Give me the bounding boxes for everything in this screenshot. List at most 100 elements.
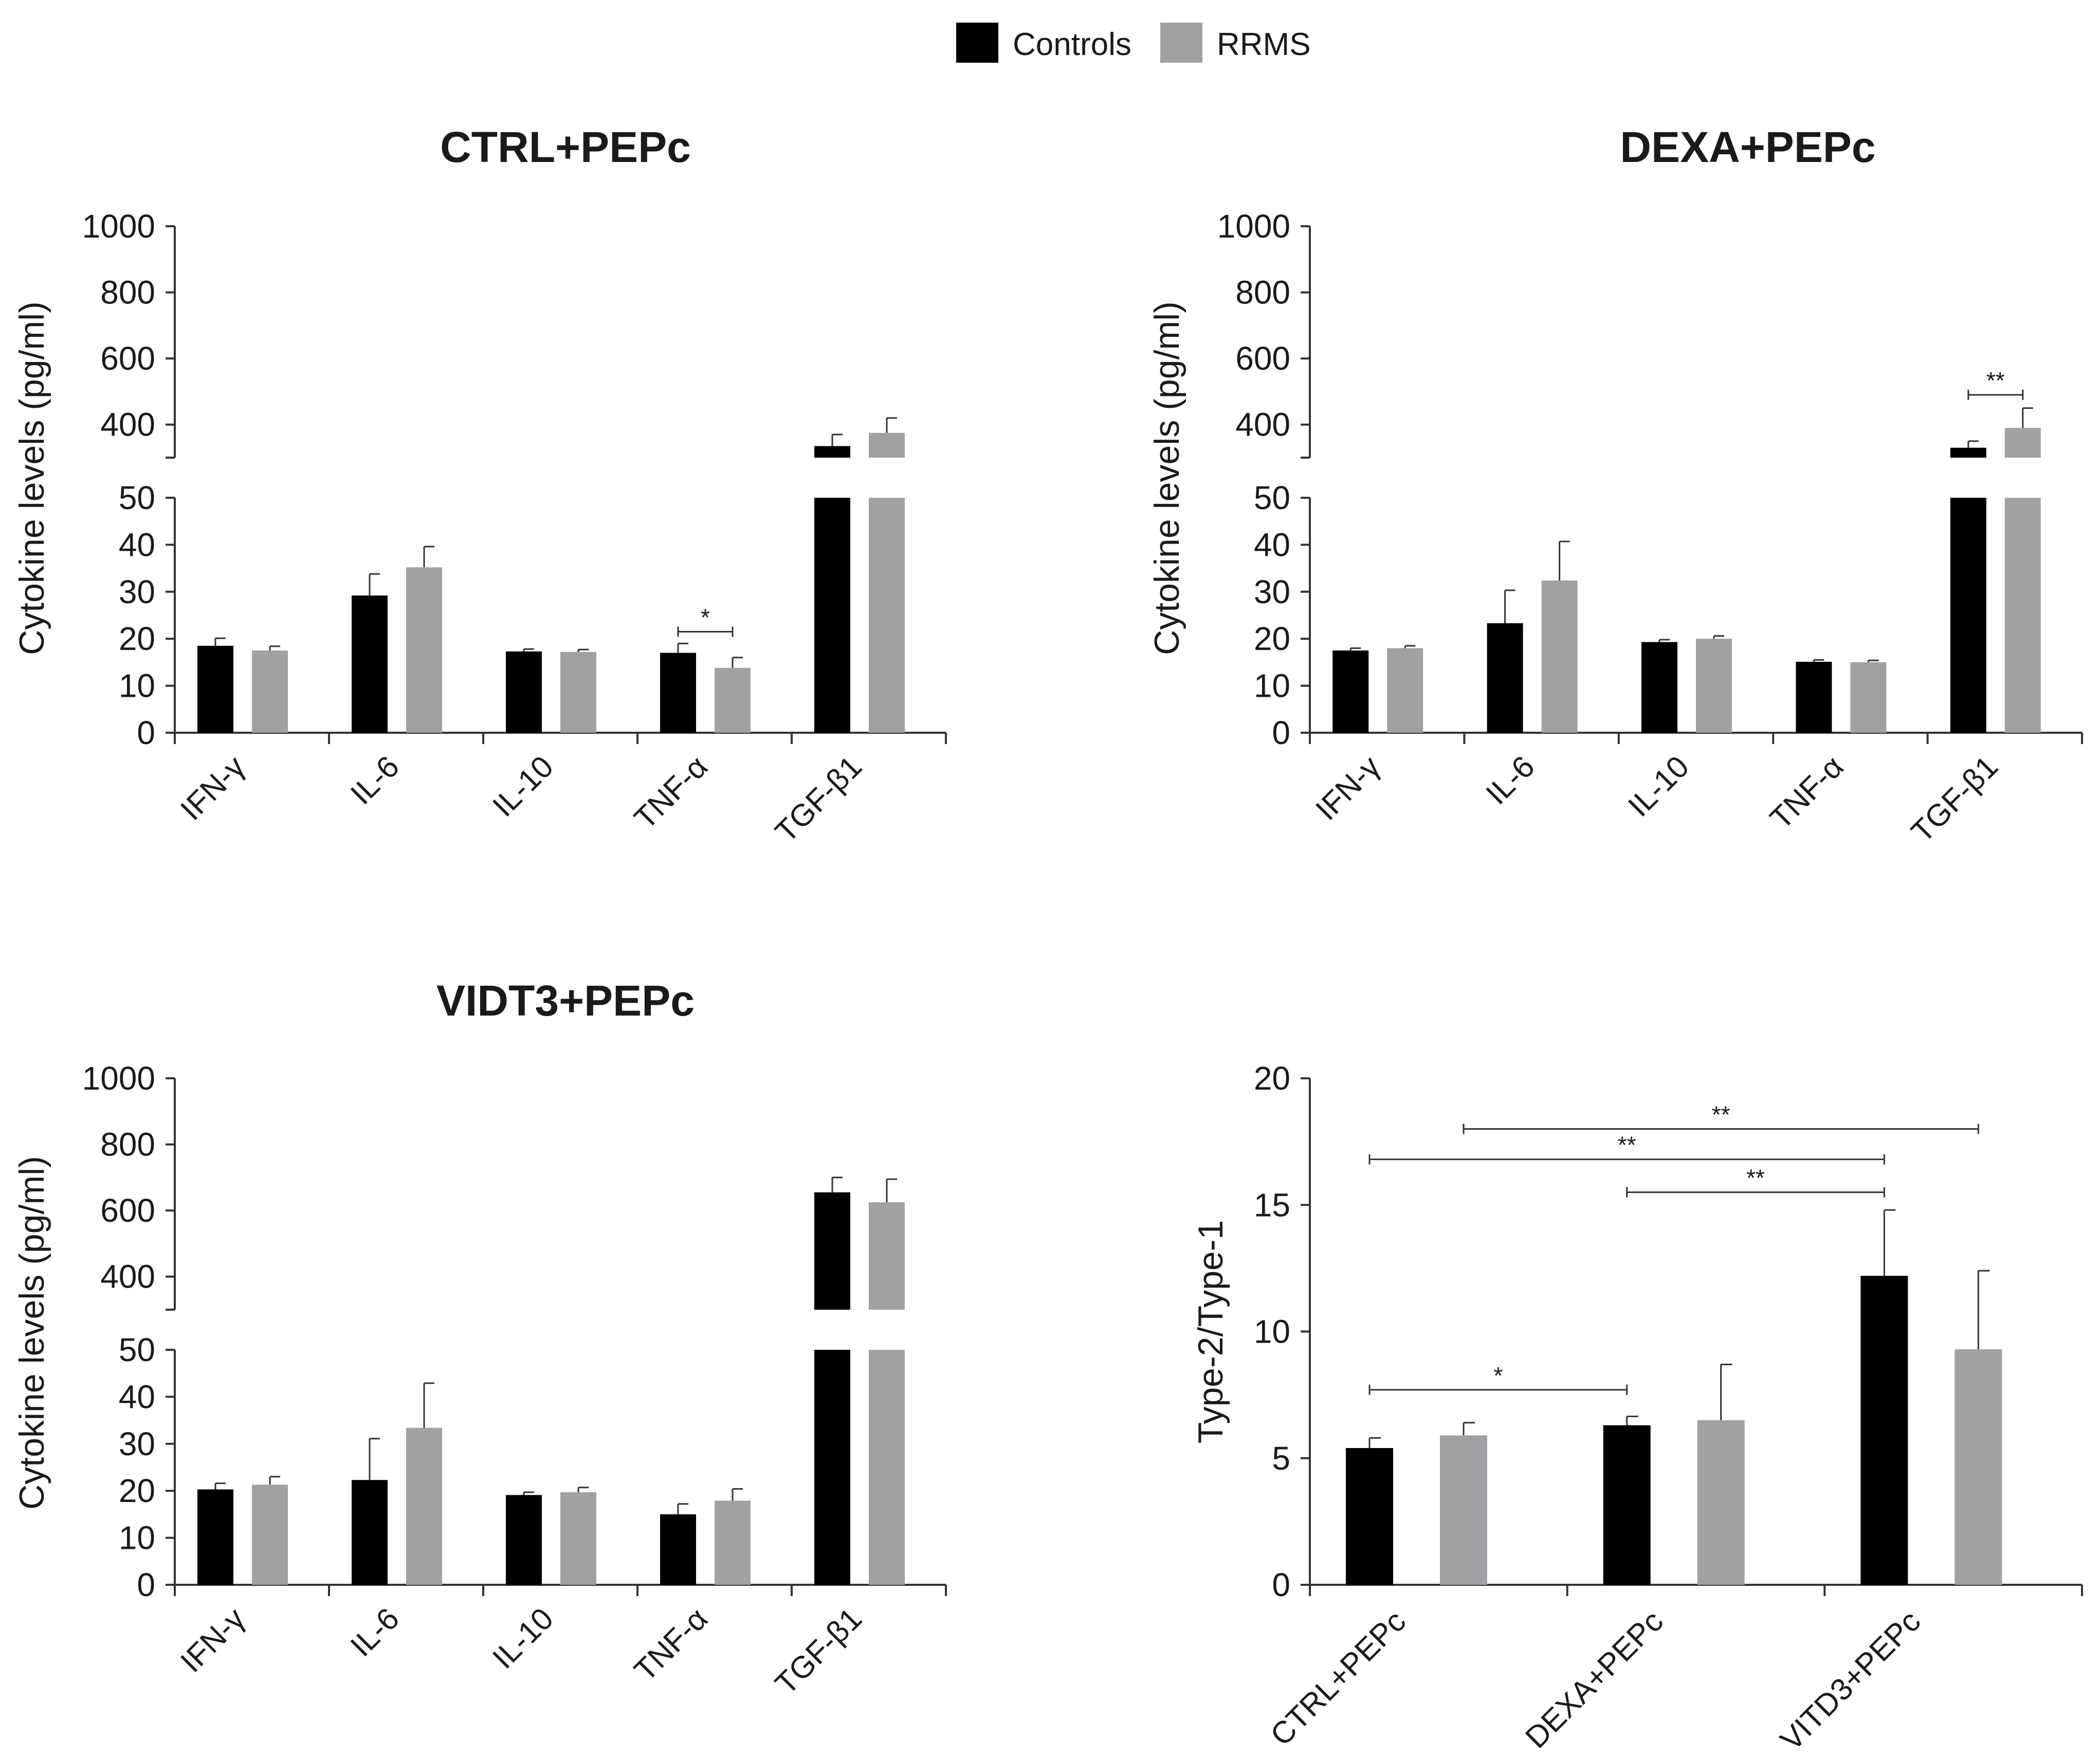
legend: Controls RRMS — [956, 23, 1311, 63]
significance-annotation: * — [1368, 1362, 1628, 1395]
significance-label: * — [701, 604, 710, 630]
bar-controls-tgf-1-lower — [1950, 498, 1986, 733]
bar-rrms-tgf-1-lower — [869, 1350, 905, 1585]
y-tick-label: 0 — [1272, 1566, 1290, 1603]
bar-controls-ifn — [197, 645, 233, 733]
x-tick-label-ifn: IFN-γ — [174, 749, 251, 827]
y-tick-label: 30 — [119, 1425, 155, 1462]
significance-annotation: ** — [1368, 1132, 1885, 1165]
bar-rrms-tgf-1-lower — [2004, 498, 2041, 733]
bar-rrms-il-6 — [406, 1427, 442, 1585]
y-tick-label: 400 — [100, 406, 155, 443]
bar-rrms-tgf-1-upper — [2004, 428, 2041, 458]
bar-controls-il-10 — [506, 651, 542, 733]
bar-rrms-tgf-1-lower — [869, 498, 905, 733]
bar-controls-tgf-1-lower — [814, 1350, 850, 1585]
bar-controls-tnf — [660, 653, 696, 733]
bar-rrms-il-6 — [1541, 580, 1578, 733]
y-tick-label: 40 — [119, 526, 155, 563]
y-tick-label: 10 — [119, 667, 155, 704]
bar-rrms-ifn — [1387, 648, 1423, 733]
y-tick-label: 5 — [1272, 1440, 1290, 1477]
y-tick-label: 0 — [1272, 714, 1290, 751]
bar-rrms-il-10 — [560, 1492, 596, 1585]
y-tick-label: 0 — [137, 714, 155, 751]
x-tick-label-tgf-1: TGF-β1 — [769, 1601, 868, 1701]
x-tick-label-vitd3-pepc: VITD3+PEPc — [1774, 1604, 1927, 1755]
x-tick-label-il-10: IL-10 — [486, 749, 560, 823]
y-tick-label: 20 — [1254, 1060, 1290, 1097]
y-tick-label: 1000 — [82, 1060, 155, 1097]
bar-controls-tgf-1-upper — [1950, 447, 1986, 458]
y-tick-label: 400 — [100, 1258, 155, 1295]
bar-controls-tnf — [660, 1514, 696, 1585]
bar-controls-il-10 — [1641, 642, 1677, 733]
y-tick-label: 50 — [1254, 479, 1290, 516]
y-tick-label: 600 — [100, 1192, 155, 1229]
bar-rrms-ifn — [252, 1485, 288, 1585]
significance-label: ** — [1712, 1101, 1730, 1128]
x-tick-label-ctrl-pepc: CTRL+PEPc — [1264, 1604, 1412, 1752]
significance-label: * — [1493, 1362, 1503, 1389]
y-tick-label: 30 — [1254, 573, 1290, 610]
bar-rrms-dexa-pepc — [1697, 1420, 1745, 1585]
y-tick-label: 800 — [100, 274, 155, 311]
bar-rrms-tnf — [715, 1500, 751, 1585]
significance-annotation: ** — [1967, 367, 2024, 400]
y-tick-label: 10 — [1254, 667, 1290, 704]
bar-rrms-vitd3-pepc — [1955, 1349, 2002, 1585]
y-axis-label: Cytokine levels (pg/ml) — [12, 1156, 51, 1510]
x-tick-label-il-6: IL-6 — [1479, 749, 1541, 811]
bar-rrms-tgf-1-upper — [869, 1202, 905, 1310]
bar-controls-ifn — [1332, 650, 1369, 733]
bar-rrms-ctrl-pepc — [1440, 1435, 1487, 1585]
bar-controls-dexa-pepc — [1603, 1425, 1651, 1585]
chart-title: VIDT3+PEPc — [436, 976, 695, 1025]
y-tick-label: 30 — [119, 573, 155, 610]
bar-controls-vitd3-pepc — [1860, 1276, 1908, 1585]
bar-rrms-ifn — [252, 650, 288, 733]
chart-panel-ratio: Type-2/Type-1 0 5 10 15 20 CTRL+PEPc DEXA+PEPc V… — [1191, 1060, 2083, 1755]
y-axis-label: Type-2/Type-1 — [1191, 1220, 1230, 1444]
x-tick-label-dexa-pepc: DEXA+PEPc — [1519, 1604, 1670, 1755]
chart-panel-ctrl-pepc: CTRL+PEPc Cytokine levels (pg/ml) 0 10 20 30 4… — [12, 123, 947, 849]
y-tick-label: 600 — [1235, 340, 1290, 377]
x-tick-label-tnf: TNF-α — [628, 1601, 715, 1688]
bar-controls-il-6 — [352, 595, 388, 733]
significance-annotation: * — [677, 604, 734, 637]
chart-title: CTRL+PEPc — [440, 123, 691, 171]
y-tick-label: 10 — [119, 1519, 155, 1557]
y-tick-label: 20 — [119, 620, 155, 657]
bar-controls-ctrl-pepc — [1346, 1448, 1393, 1585]
legend-swatch-rrms — [1160, 23, 1202, 63]
significance-label: ** — [1746, 1165, 1765, 1191]
bar-controls-il-10 — [506, 1495, 542, 1585]
chart-panel-dexa-pepc: DEXA+PEPc Cytokine levels (pg/ml) 0 10 20 30 4… — [1147, 123, 2083, 849]
significance-label: ** — [1986, 367, 2005, 394]
legend-label-controls: Controls — [1013, 27, 1131, 62]
chart-title: DEXA+PEPc — [1620, 123, 1875, 171]
bar-rrms-il-6 — [406, 567, 442, 733]
bar-rrms-tnf — [1850, 662, 1887, 733]
y-axis-label: Cytokine levels (pg/ml) — [12, 301, 51, 655]
significance-label: ** — [1618, 1132, 1636, 1159]
x-tick-label-il-10: IL-10 — [486, 1601, 560, 1675]
x-tick-label-il-10: IL-10 — [1621, 749, 1695, 823]
y-tick-label: 10 — [1254, 1313, 1290, 1350]
bar-rrms-il-10 — [1696, 639, 1732, 733]
x-tick-label-ifn: IFN-γ — [1309, 749, 1386, 827]
x-tick-label-il-6: IL-6 — [344, 1601, 406, 1663]
y-tick-label: 15 — [1254, 1186, 1290, 1223]
legend-swatch-controls — [956, 23, 998, 63]
y-tick-label: 800 — [100, 1126, 155, 1163]
y-tick-label: 600 — [100, 340, 155, 377]
y-tick-label: 400 — [1235, 406, 1290, 443]
chart-panel-vidt3-pepc: VIDT3+PEPc Cytokine levels (pg/ml) 0 10 20 30… — [12, 976, 947, 1701]
y-tick-label: 50 — [119, 479, 155, 516]
bar-controls-il-6 — [1487, 623, 1523, 733]
bar-rrms-tgf-1-upper — [869, 432, 905, 458]
y-tick-label: 40 — [119, 1378, 155, 1415]
bar-rrms-il-10 — [560, 652, 596, 733]
y-tick-label: 800 — [1235, 274, 1290, 311]
